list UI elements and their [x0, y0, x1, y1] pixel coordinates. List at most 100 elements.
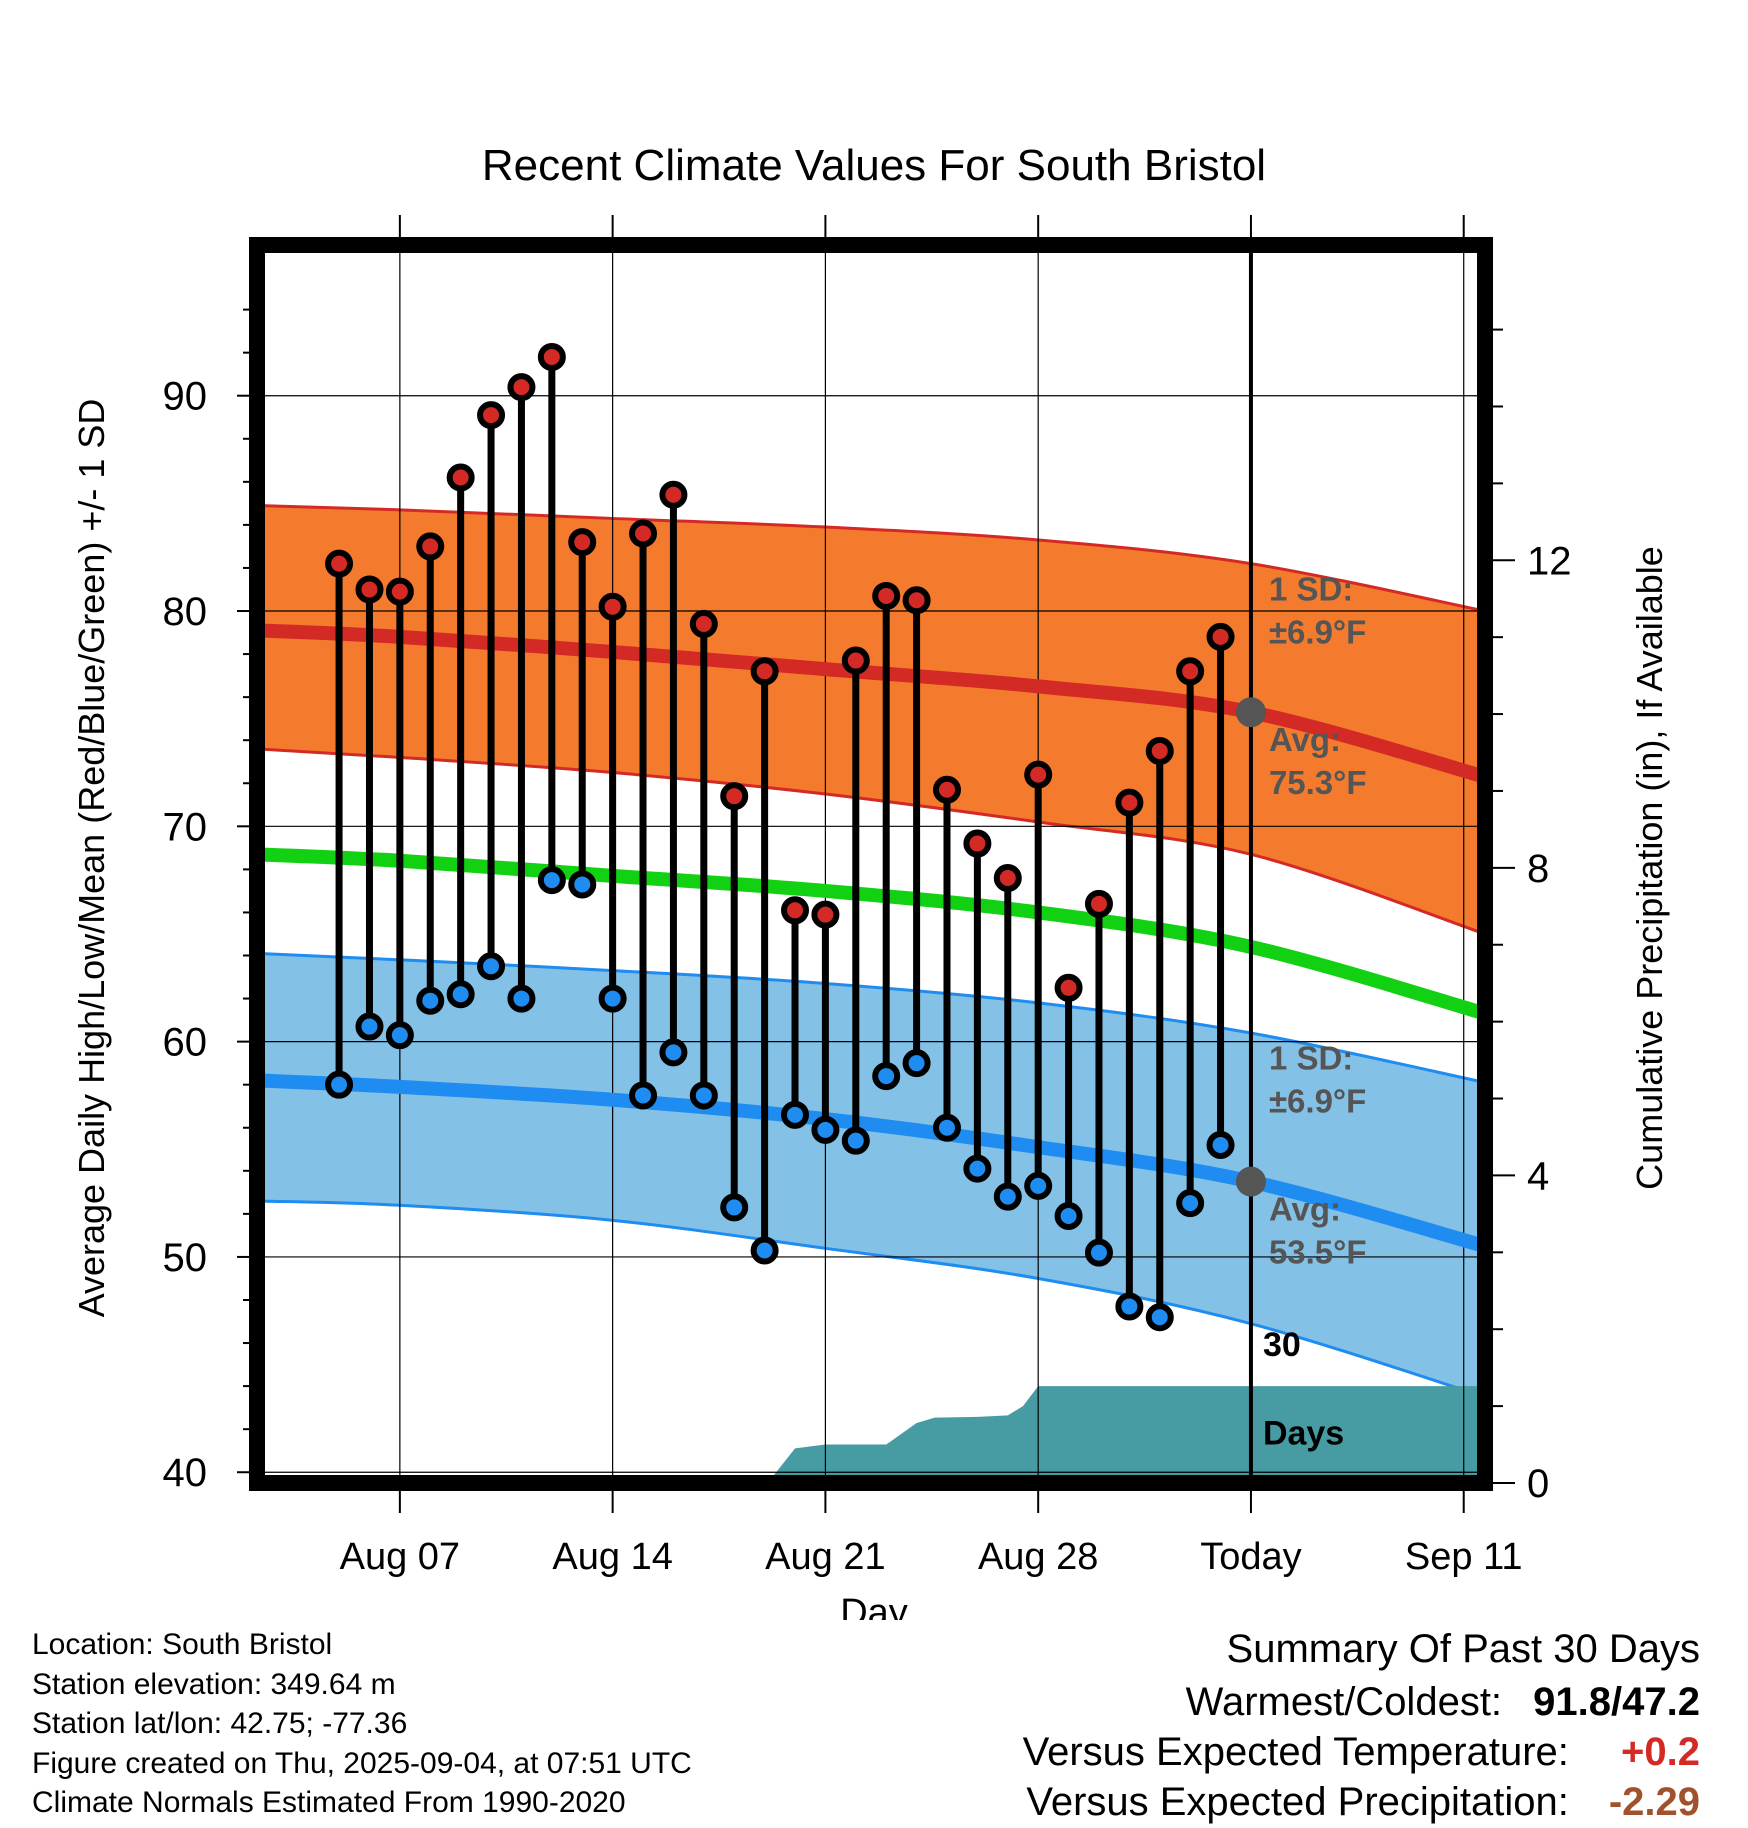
high-avg-value: 75.3°F	[1269, 764, 1367, 801]
low-sd-upper-line	[257, 951, 1485, 1084]
created-text: Figure created on Thu, 2025-09-04, at 07…	[32, 1746, 692, 1780]
daily-low-point	[932, 1113, 961, 1142]
elevation-text: Station elevation: 349.64 m	[32, 1667, 396, 1701]
daily-high-point	[993, 863, 1022, 892]
daily-high-point	[537, 342, 566, 371]
climate-chart: Recent Climate Values For South Bristol …	[71, 141, 1670, 1620]
x-tick-label: Aug 21	[765, 1536, 885, 1578]
warm-cold-row: Warmest/Coldest: 91.8/47.2	[1023, 1677, 1700, 1727]
daily-low-point	[872, 1062, 901, 1091]
daily-high-point	[750, 657, 779, 686]
daily-low-point	[629, 1081, 658, 1110]
daily-high-point	[1054, 973, 1083, 1002]
y-tick-label: 40	[163, 1451, 208, 1495]
mean-normal-line	[257, 847, 1485, 1021]
high-avg-label: Avg:	[1269, 721, 1341, 758]
daily-low-point	[446, 980, 475, 1009]
low-avg-value: 53.5°F	[1269, 1233, 1367, 1270]
daily-high-point	[446, 463, 475, 492]
daily-low-point	[537, 866, 566, 895]
warm-cold-value: 91.8/47.2	[1533, 1680, 1700, 1724]
daily-high-point	[1206, 622, 1235, 651]
y2-tick-label: 8	[1527, 847, 1549, 891]
daily-high-point	[720, 782, 749, 811]
daily-high-point	[598, 592, 627, 621]
low-sd-band	[257, 953, 1485, 1397]
low-sd-label: 1 SD:	[1269, 1040, 1353, 1077]
daily-low-point	[781, 1100, 810, 1129]
x-tick-label: Today	[1200, 1536, 1301, 1578]
daily-low-point	[1145, 1303, 1174, 1332]
summary-panel: Summary Of Past 30 Days Warmest/Coldest:…	[1023, 1621, 1700, 1827]
precip-label: Versus Expected Precipitation:	[1026, 1780, 1569, 1824]
warm-cold-label: Warmest/Coldest:	[1185, 1680, 1503, 1724]
y-tick-label: 80	[163, 590, 208, 634]
high-sd-upper-line	[257, 504, 1485, 613]
station-info: Location: South Bristol Station elevatio…	[32, 1625, 692, 1823]
y-axis-label: Average Daily High/Low/Mean (Red/Blue/Gr…	[71, 399, 112, 1318]
daily-high-point	[1024, 760, 1053, 789]
daily-low-point	[385, 1021, 414, 1050]
daily-low-point	[416, 986, 445, 1015]
x-axis-label: Day	[840, 1592, 908, 1620]
days-unit-label: Days	[1263, 1415, 1344, 1453]
x-tick-label: Aug 14	[552, 1536, 672, 1578]
summary-title: Summary Of Past 30 Days	[1226, 1627, 1700, 1671]
daily-high-point	[872, 581, 901, 610]
high-sd-value: ±6.9°F	[1269, 613, 1366, 650]
daily-high-point	[568, 528, 597, 557]
daily-high-point	[325, 549, 354, 578]
precip-value: -2.29	[1608, 1780, 1700, 1824]
y-tick-label: 50	[163, 1236, 208, 1280]
daily-high-point	[659, 480, 688, 509]
plot-content: 1 SD: ±6.9°F Avg: 75.3°F 1 SD: ±6.9°F Avg: 53.5…	[257, 245, 1485, 1483]
daily-low-point	[1084, 1238, 1113, 1267]
x-tick-label: Aug 28	[978, 1536, 1098, 1578]
y-tick-label: 60	[163, 1021, 208, 1065]
y2-tick-label: 4	[1527, 1154, 1549, 1198]
daily-high-point	[841, 646, 870, 675]
daily-high-point	[1176, 657, 1205, 686]
temp-value: +0.2	[1621, 1730, 1700, 1774]
low-sd-value: ±6.9°F	[1269, 1083, 1366, 1120]
daily-low-point	[507, 984, 536, 1013]
high-sd-lower-line	[257, 747, 1485, 936]
daily-low-point	[902, 1049, 931, 1078]
chart-title: Recent Climate Values For South Bristol	[482, 141, 1266, 190]
location-text: Location: South Bristol	[32, 1628, 333, 1661]
daily-low-point	[720, 1193, 749, 1222]
days-count-label: 30	[1263, 1326, 1301, 1364]
daily-low-point	[993, 1182, 1022, 1211]
temp-row: Versus Expected Temperature: +0.2	[1023, 1727, 1700, 1777]
y2-tick-label: 0	[1527, 1462, 1549, 1506]
daily-high-point	[355, 575, 384, 604]
y-tick-label: 90	[163, 375, 208, 419]
today-low-normal-marker	[1235, 1166, 1266, 1197]
high-sd-label: 1 SD:	[1269, 570, 1353, 607]
daily-low-point	[477, 952, 506, 981]
daily-high-point	[902, 586, 931, 615]
daily-low-point	[689, 1081, 718, 1110]
today-high-normal-marker	[1235, 697, 1266, 728]
daily-low-point	[750, 1236, 779, 1265]
daily-low-point	[963, 1154, 992, 1183]
daily-high-point	[507, 373, 536, 402]
daily-low-point	[598, 984, 627, 1013]
daily-high-point	[477, 401, 506, 430]
daily-high-point	[385, 577, 414, 606]
daily-low-point	[1176, 1189, 1205, 1218]
daily-low-point	[1054, 1202, 1083, 1231]
normals-text: Climate Normals Estimated From 1990-2020	[32, 1786, 626, 1819]
precip-row: Versus Expected Precipitation: -2.29	[1023, 1777, 1700, 1827]
daily-low-point	[1206, 1130, 1235, 1159]
plot-frame	[249, 237, 1493, 1491]
daily-high-point	[932, 775, 961, 804]
daily-low-point	[1115, 1292, 1144, 1321]
daily-low-point	[841, 1126, 870, 1155]
daily-high-point	[963, 829, 992, 858]
daily-high-point	[781, 896, 810, 925]
plot-area: 1 SD: ±6.9°F Avg: 75.3°F 1 SD: ±6.9°F Avg: 53.5…	[163, 215, 1572, 1578]
daily-high-point	[629, 519, 658, 548]
daily-low-point	[1024, 1171, 1053, 1200]
latlon-text: Station lat/lon: 42.75; -77.36	[32, 1707, 408, 1740]
